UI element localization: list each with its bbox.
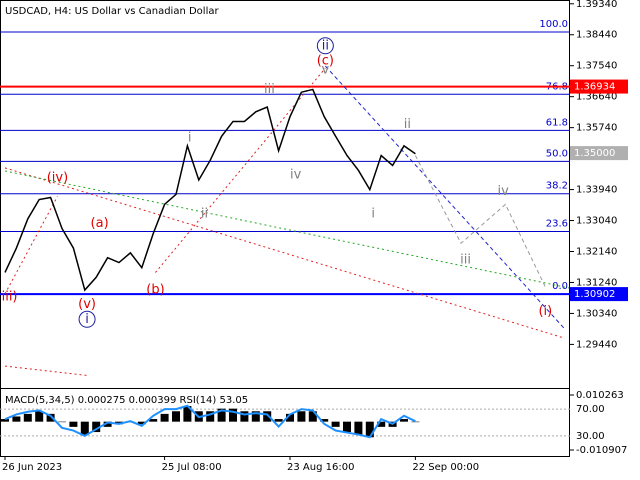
macd-bar <box>92 421 101 433</box>
wave-label: v <box>321 62 329 77</box>
plot-frame <box>0 0 570 457</box>
macd-bar <box>331 421 340 427</box>
indicator-label: MACD(5,34,5) 0.000275 0.000399 RSI(14) 5… <box>5 395 248 406</box>
y-tick-label: 1.33040 <box>576 216 617 227</box>
fib-label: 23.6 <box>546 219 568 230</box>
x-tick-label: 23 Aug 16:00 <box>287 462 354 473</box>
macd-bar <box>172 411 180 422</box>
wave-circle <box>316 37 334 55</box>
macd-bar <box>69 421 78 427</box>
wave-label: ii <box>404 117 411 132</box>
trendline <box>4 170 570 289</box>
current-price-label: 1.35000 <box>574 148 615 159</box>
current-price-tag <box>570 146 628 161</box>
macd-tick-label: 0.010263 <box>576 390 624 401</box>
macd-bar <box>286 413 294 422</box>
macd-bar <box>217 408 226 422</box>
fib-label: 50.0 <box>546 148 568 159</box>
macd-bar <box>297 411 306 422</box>
macd-bar <box>58 421 66 423</box>
macd-bar <box>240 411 249 422</box>
macd-bar <box>23 413 32 422</box>
macd-bar <box>274 419 283 422</box>
price-line-series <box>4 88 416 292</box>
trendline <box>324 65 566 330</box>
wave-label: iii <box>264 82 275 97</box>
macd-bar <box>229 408 237 422</box>
macd-bar <box>80 421 89 435</box>
chart-title: USDCAD, H4: US Dollar vs Canadian Dollar <box>5 6 219 17</box>
wave-label: iii <box>460 252 471 267</box>
rsi-line <box>4 404 416 439</box>
wave-label: ii <box>201 207 208 222</box>
y-tick-label: 1.36640 <box>576 92 617 103</box>
macd-bar <box>46 413 55 422</box>
price-tag-label: 1.30902 <box>574 289 615 300</box>
trendline <box>414 155 546 288</box>
macd-bar <box>12 416 21 422</box>
y-tick-label: 1.37540 <box>576 61 617 72</box>
macd-tick-label: -0.010907 <box>576 445 627 456</box>
price-tag <box>570 287 628 302</box>
trendline <box>4 196 58 295</box>
macd-bar <box>377 421 386 427</box>
fib-label: 100.0 <box>539 19 568 30</box>
y-tick-label: 1.33940 <box>576 185 617 196</box>
wave-label: (v) <box>78 297 96 312</box>
macd-bar <box>400 419 408 422</box>
y-tick-label: 1.29440 <box>576 339 617 350</box>
x-tick-label: 26 Jun 2023 <box>2 462 62 473</box>
wave-label: (a) <box>91 216 109 231</box>
wave-label: iii) <box>2 289 18 304</box>
wave-label: i <box>85 312 89 327</box>
macd-bar <box>103 421 112 427</box>
fib-label: 38.2 <box>546 181 568 192</box>
wave-label: (b) <box>146 283 164 298</box>
macd-bar <box>137 421 146 425</box>
x-tick-label: 22 Sep 00:00 <box>412 462 479 473</box>
wave-label: i <box>371 207 375 222</box>
y-tick-label: 1.30340 <box>576 308 617 319</box>
macd-bar <box>343 421 351 433</box>
wave-label: (i) <box>538 304 552 319</box>
y-tick-label: 1.31240 <box>576 277 617 288</box>
x-tick-label: 25 Jul 08:00 <box>162 462 222 473</box>
y-tick-label: 1.38440 <box>576 30 617 41</box>
wave-label: ii <box>322 38 329 53</box>
macd-bar <box>411 421 420 423</box>
wave-circle <box>78 310 96 328</box>
macd-bar <box>308 411 317 422</box>
price-tag <box>570 79 628 94</box>
wave-label: i <box>188 130 192 145</box>
macd-bar <box>251 411 260 422</box>
wave-label: (iv) <box>47 170 68 185</box>
macd-bar <box>35 411 44 422</box>
wave-label: iv <box>498 184 510 199</box>
fib-label: 61.8 <box>546 117 568 128</box>
macd-bar <box>263 411 272 422</box>
macd-bar <box>149 419 158 422</box>
y-tick-label: 1.35740 <box>576 123 617 134</box>
macd-bar <box>354 421 363 435</box>
y-tick-label: 1.32140 <box>576 247 617 258</box>
macd-bar <box>1 419 9 422</box>
macd-bar <box>160 413 169 422</box>
macd-bar <box>206 411 215 422</box>
price-tag-label: 1.36934 <box>574 82 615 93</box>
y-tick-label: 1.39340 <box>576 0 617 10</box>
rsi-tick-label: 70.00 <box>576 404 605 415</box>
trendline <box>4 365 90 377</box>
wave-label: iv <box>290 168 302 183</box>
macd-bar <box>320 419 329 422</box>
macd-bar <box>183 406 192 422</box>
wave-label: (c) <box>317 54 334 69</box>
rsi-tick-label: 30.00 <box>576 431 605 442</box>
macd-bar <box>365 421 374 438</box>
